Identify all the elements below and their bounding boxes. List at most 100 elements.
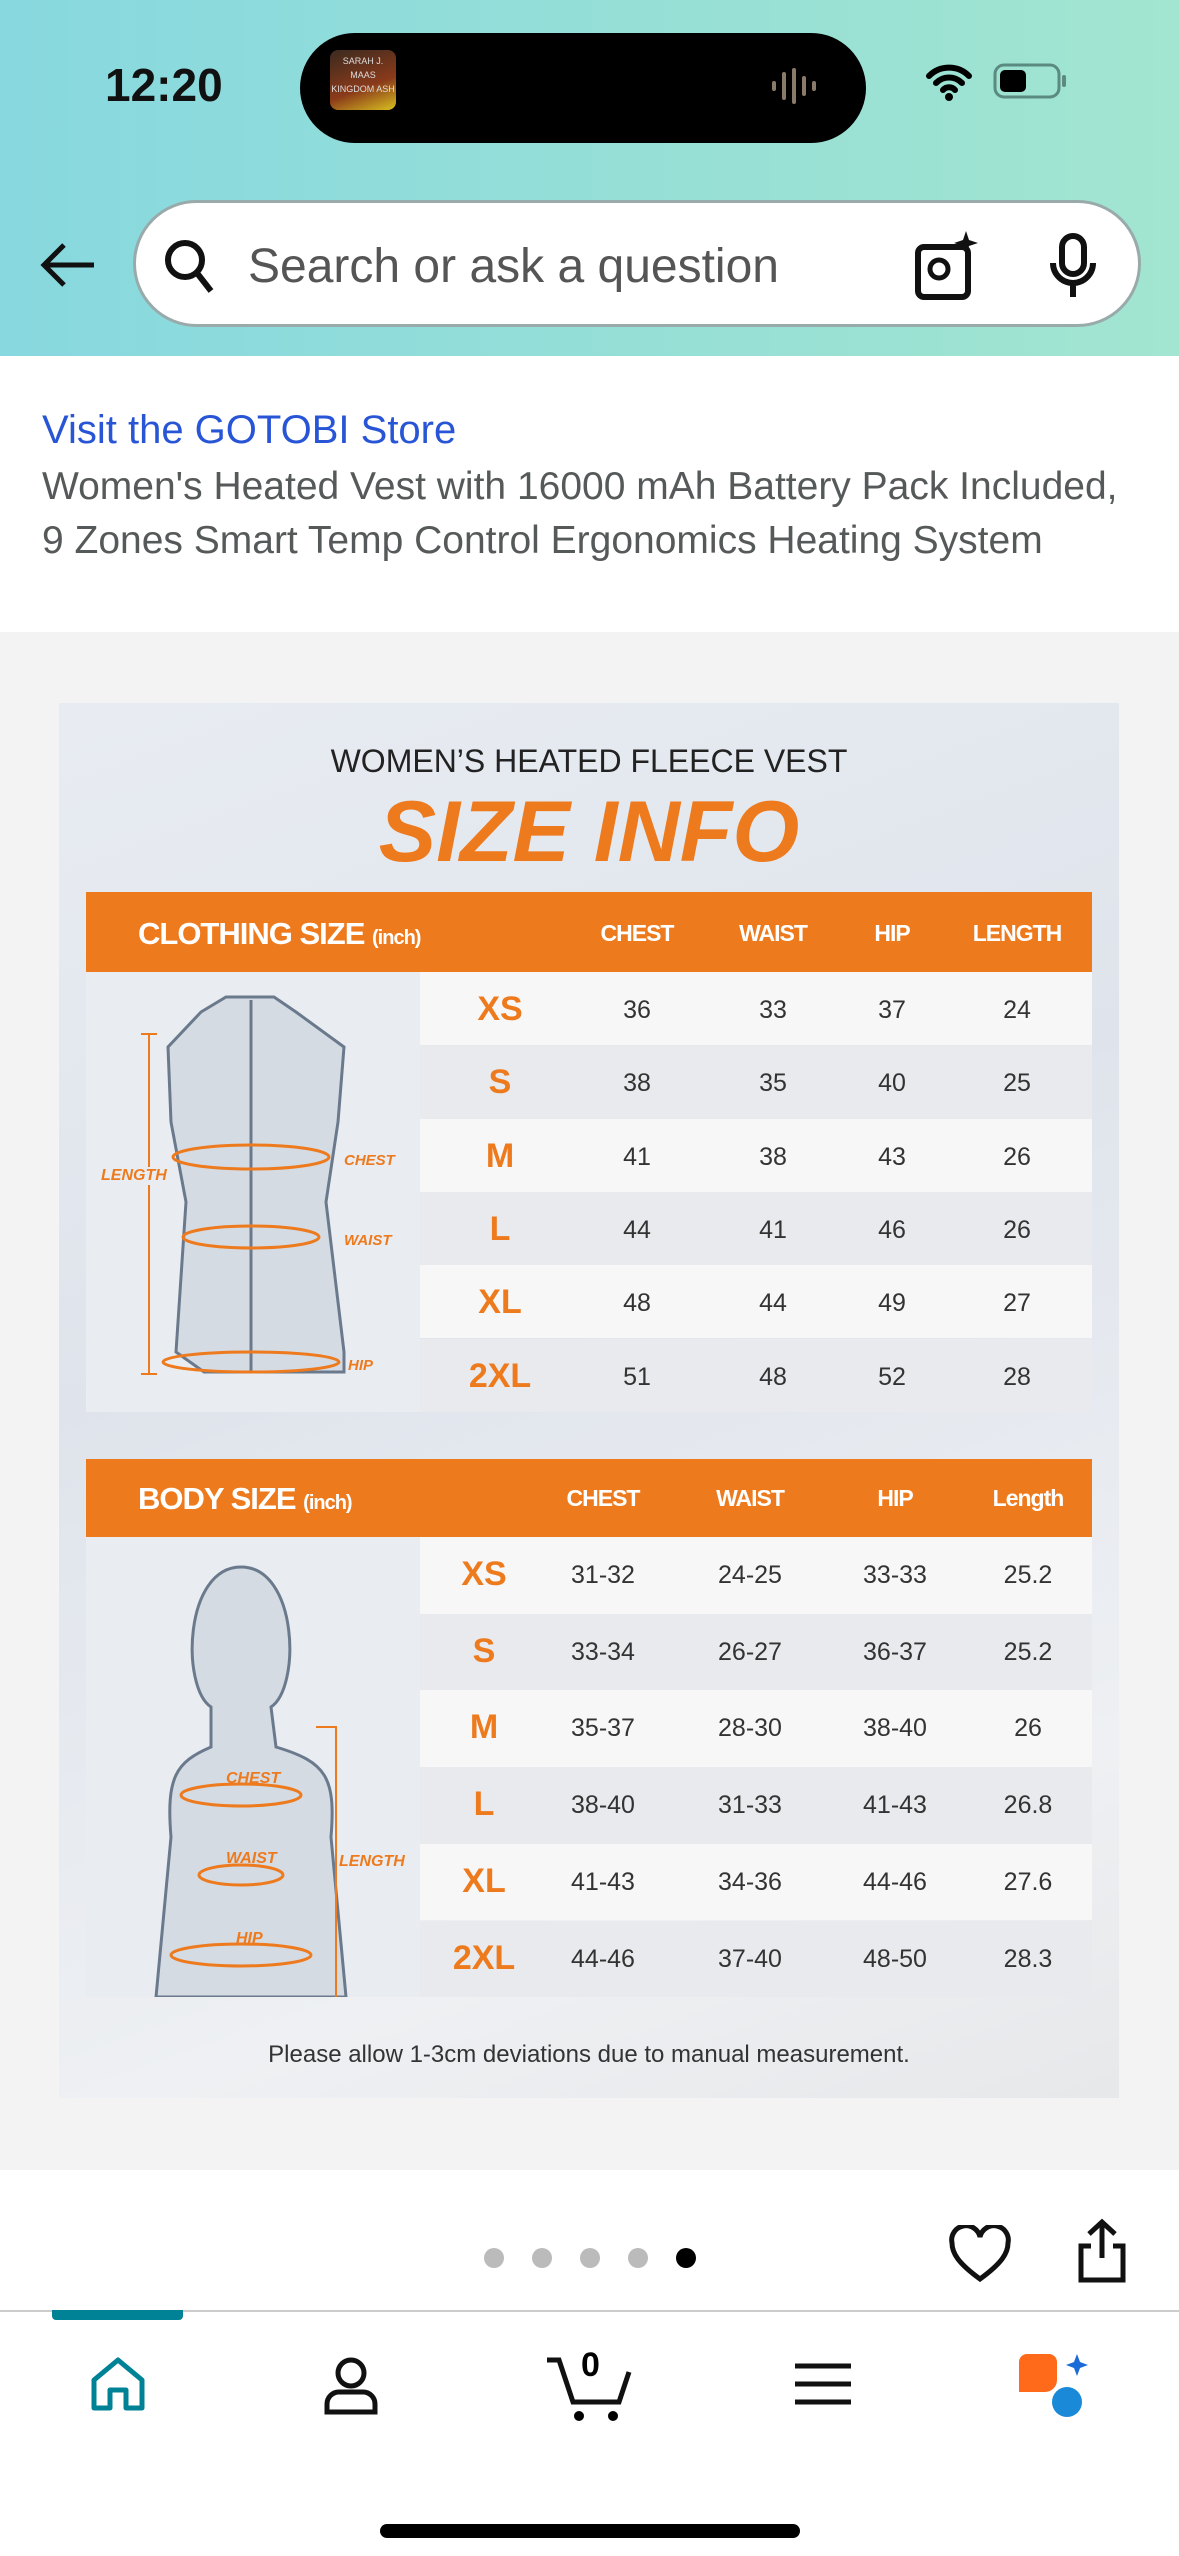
body-figure: CHEST WAIST LENGTH HIP bbox=[86, 1537, 420, 2067]
table-cell: 44-46 bbox=[571, 1944, 635, 1973]
share-icon[interactable] bbox=[1075, 2218, 1129, 2284]
figure-label-hip: HIP bbox=[348, 1357, 374, 1374]
column-header: CHEST bbox=[566, 1485, 641, 1511]
column-header: WAIST bbox=[716, 1485, 785, 1511]
clothing-size-header: CLOTHING SIZE (inch) bbox=[86, 892, 1092, 972]
nav-account-icon[interactable] bbox=[323, 2356, 379, 2416]
vest-illustration-icon bbox=[141, 995, 346, 1375]
table-row: XL 41-43 34-36 44-46 27.6 bbox=[420, 1843, 1092, 1921]
size-label: L bbox=[473, 1785, 495, 1824]
table-row: XL 48 44 49 27 bbox=[420, 1265, 1092, 1339]
table-row: S 38 35 40 25 bbox=[420, 1045, 1092, 1119]
table-cell: 35 bbox=[759, 1069, 787, 1098]
table-cell: 28.3 bbox=[1003, 1944, 1053, 1973]
table-cell: 36 bbox=[623, 996, 651, 1024]
table-row: 2XL 44-46 37-40 48-50 28.3 bbox=[420, 1920, 1092, 1998]
wifi-icon bbox=[926, 64, 972, 101]
column-header: HIP bbox=[877, 1485, 913, 1511]
chart-title: SIZE INFO bbox=[378, 784, 800, 880]
table-cell: 26 bbox=[1014, 1714, 1042, 1743]
table-cell: 46 bbox=[878, 1215, 906, 1244]
carousel-dot[interactable] bbox=[628, 2248, 648, 2268]
cart-icon bbox=[547, 2357, 632, 2421]
table-cell: 48 bbox=[759, 1362, 787, 1391]
size-label: S bbox=[488, 1063, 512, 1102]
table-row: M 35-37 28-30 38-40 26 bbox=[420, 1690, 1092, 1768]
body-unit: (inch) bbox=[303, 1492, 352, 1514]
size-label: S bbox=[472, 1631, 496, 1670]
table-cell: 52 bbox=[878, 1362, 906, 1391]
table-cell: 28 bbox=[1003, 1362, 1031, 1391]
body-size-header: BODY SIZE (inch) bbox=[86, 1459, 1092, 1537]
table-cell: 41 bbox=[623, 1142, 651, 1171]
table-cell: 48-50 bbox=[863, 1944, 927, 1973]
back-arrow-icon[interactable] bbox=[38, 240, 98, 290]
table-cell: 25.2 bbox=[1003, 1637, 1053, 1666]
woman-figure-illustration-icon bbox=[154, 1565, 348, 2067]
microphone-icon[interactable] bbox=[1048, 233, 1098, 299]
table-cell: 26 bbox=[1003, 1215, 1031, 1244]
carousel-dot[interactable] bbox=[580, 2248, 600, 2268]
table-cell: 35-37 bbox=[571, 1714, 635, 1743]
column-header: CHEST bbox=[600, 920, 675, 946]
column-header: LENGTH bbox=[972, 920, 1063, 946]
battery-icon bbox=[993, 63, 1066, 99]
search-icon bbox=[165, 240, 214, 293]
table-cell: 38-40 bbox=[571, 1791, 635, 1820]
table-cell: 25.2 bbox=[1003, 1561, 1053, 1589]
nav-cart[interactable]: 0 bbox=[545, 2346, 635, 2426]
search-input[interactable]: Search or ask a question bbox=[248, 240, 779, 293]
table-row: XS 36 33 37 24 bbox=[420, 972, 1092, 1046]
carousel-dot[interactable] bbox=[484, 2248, 504, 2268]
table-cell: 51 bbox=[623, 1362, 651, 1391]
store-link[interactable]: Visit the GOTOBI Store bbox=[42, 408, 457, 452]
table-cell: 38 bbox=[623, 1069, 651, 1098]
table-row: M 41 38 43 26 bbox=[420, 1118, 1092, 1192]
table-cell: 44 bbox=[759, 1289, 787, 1318]
size-label: 2XL bbox=[452, 1938, 516, 1977]
table-cell: 27.6 bbox=[1003, 1867, 1053, 1896]
active-tab-indicator bbox=[52, 2310, 183, 2320]
size-label: 2XL bbox=[468, 1356, 532, 1395]
carousel-dot[interactable] bbox=[532, 2248, 552, 2268]
table-cell: 27 bbox=[1003, 1289, 1031, 1318]
column-header: HIP bbox=[874, 920, 910, 946]
size-label: XL bbox=[462, 1861, 506, 1900]
carousel-dot[interactable] bbox=[676, 2248, 696, 2268]
figure-label-chest: CHEST bbox=[344, 1152, 395, 1169]
nav-home-icon[interactable] bbox=[88, 2356, 148, 2412]
size-chart-image[interactable]: WOMEN’S HEATED FLEECE VEST SIZE INFO CLO… bbox=[59, 703, 1119, 2098]
table-cell: 43 bbox=[878, 1142, 906, 1171]
table-cell: 49 bbox=[878, 1289, 906, 1318]
column-header: Length bbox=[992, 1485, 1065, 1511]
chart-subtitle: WOMEN’S HEATED FLEECE VEST bbox=[330, 743, 848, 779]
home-indicator bbox=[380, 2524, 800, 2538]
table-cell: 41-43 bbox=[863, 1791, 927, 1820]
now-playing-cover[interactable]: SARAH J. MAAS KINGDOM ASH bbox=[330, 50, 396, 110]
nav-rufus-icon[interactable] bbox=[1015, 2352, 1095, 2418]
audio-waveform-icon bbox=[772, 68, 816, 104]
table-cell: 44-46 bbox=[863, 1867, 927, 1896]
measurement-note: Please allow 1-3cm deviations due to man… bbox=[268, 2041, 910, 2068]
heart-icon[interactable] bbox=[948, 2225, 1012, 2285]
search-bar[interactable]: Search or ask a question bbox=[133, 200, 1141, 327]
status-time: 12:20 bbox=[105, 59, 223, 111]
vest-figure: LENGTH CHEST WAIST HIP bbox=[86, 972, 420, 1412]
table-cell: 26.8 bbox=[1003, 1791, 1053, 1820]
table-row: L 38-40 31-33 41-43 26.8 bbox=[420, 1767, 1092, 1844]
nav-menu-icon[interactable] bbox=[795, 2362, 851, 2406]
table-cell: 40 bbox=[878, 1069, 906, 1098]
table-cell: 38-40 bbox=[863, 1714, 927, 1743]
camera-lens-icon[interactable] bbox=[914, 231, 980, 301]
product-title: Women's Heated Vest with 16000 mAh Batte… bbox=[42, 465, 1118, 562]
figure-label-length: LENGTH bbox=[101, 1167, 167, 1185]
table-cell: 44 bbox=[623, 1215, 651, 1244]
bottom-nav: 0 bbox=[0, 2310, 1179, 2556]
table-row: L 44 41 46 26 bbox=[420, 1191, 1092, 1266]
table-cell: 31-33 bbox=[718, 1791, 782, 1820]
table-row: 2XL 51 48 52 28 bbox=[420, 1338, 1092, 1412]
table-cell: 33-34 bbox=[571, 1637, 635, 1666]
body-heading: BODY SIZE bbox=[138, 1481, 297, 1516]
body-label-waist: WAIST bbox=[226, 1850, 277, 1867]
table-cell: 33-33 bbox=[863, 1561, 927, 1589]
